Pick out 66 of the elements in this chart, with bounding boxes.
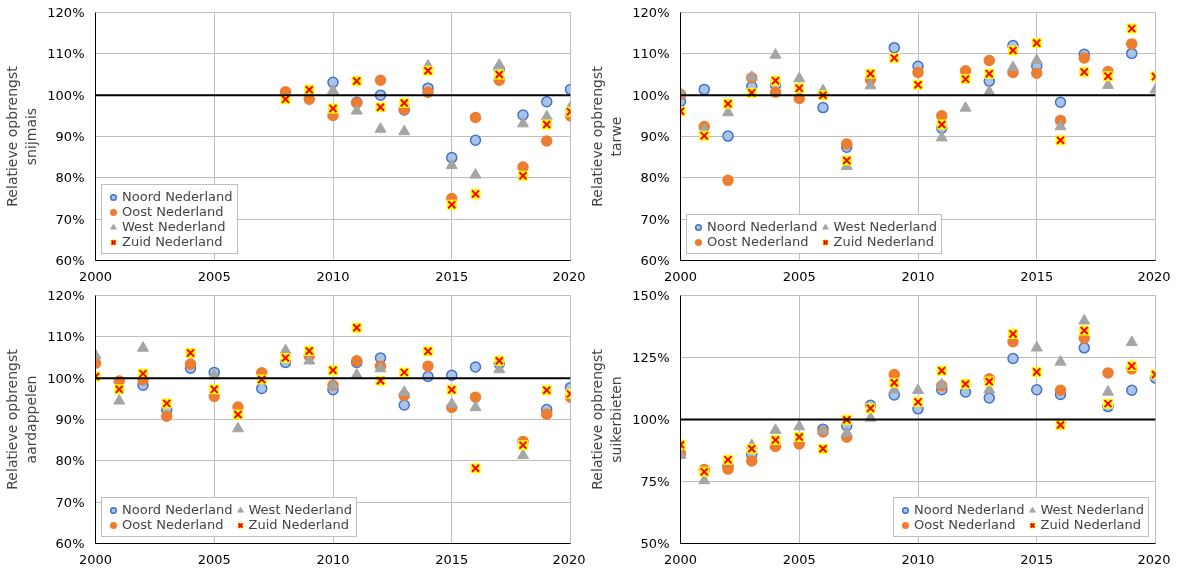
x-tick-label: 2000 [663,268,698,284]
x-tick-label: 2000 [663,551,698,567]
x-tick-label: 2010 [316,268,350,284]
y-tick-label: 80% [55,453,85,469]
y-tick-label: 50% [640,536,670,551]
x-tick-label: 2010 [901,551,935,567]
y-tick-label: 90% [640,129,670,144]
y-axis-title: Relatieve opbrengst aardappelen [4,348,40,490]
legend-label: West Nederland [833,219,938,234]
legend-label: Zuid Nederland [833,234,935,249]
y-tick-label: 60% [640,253,670,268]
x-tick-label: 2015 [435,268,469,284]
y-tick-label: 70% [640,211,670,227]
x-tick-label: 2005 [197,551,231,567]
y-axis-title: Relatieve opbrengst tarwe [589,65,625,207]
legend-label: Oost Nederland [122,204,224,219]
y-tick-label: 120% [632,5,670,20]
x-tick-label: 2000 [78,268,113,284]
y-tick-label: 125% [632,350,670,365]
legend-label: Noord Nederland [122,189,233,204]
y-tick-label: 100% [47,370,85,386]
y-tick-label: 120% [47,288,85,303]
x-tick-label: 2005 [197,268,231,284]
x-tick-label: 2005 [782,551,816,567]
legend-label: Noord Nederland [913,502,1025,517]
y-tick-label: 90% [55,412,85,427]
x-tick-label: 2010 [901,268,935,284]
y-tick-label: 80% [640,170,670,186]
legend-label: Zuid Nederland [122,234,223,249]
y-tick-label: 60% [55,253,85,268]
x-tick-label: 2015 [1020,268,1054,284]
x-tick-label: 2015 [435,551,469,567]
x-tick-label: 2005 [782,268,816,284]
y-tick-label: 110% [632,46,670,62]
legend-label: West Nederland [1040,502,1144,517]
legend-label: West Nederland [248,502,353,517]
legend-label: Oost Nederland [122,517,224,532]
x-tick-label: 2000 [78,551,113,567]
legend-label: Oost Nederland [707,234,809,249]
y-tick-label: 90% [55,129,85,144]
x-tick-label: 2020 [552,551,586,567]
y-axis-title: Relatieve opbrengst snijmais [4,65,40,207]
y-tick-label: 120% [47,5,85,20]
legend-label: Noord Nederland [707,219,818,234]
y-tick-label: 110% [47,329,85,345]
y-tick-label: 70% [55,494,85,510]
y-tick-label: 100% [632,87,670,103]
y-axis-title: Relatieve opbrengst suikerbieten [589,348,625,490]
y-tick-label: 80% [55,170,85,186]
y-tick-label: 100% [47,87,85,103]
x-tick-label: 2020 [552,268,586,284]
x-tick-label: 2010 [316,551,350,567]
y-tick-label: 150% [632,288,670,303]
y-tick-label: 60% [55,536,85,551]
x-tick-label: 2015 [1020,551,1054,567]
legend-label: Noord Nederland [122,502,233,517]
legend-label: West Nederland [122,219,226,234]
x-tick-label: 2020 [1137,268,1171,284]
legend-label: Zuid Nederland [248,517,350,532]
legend-label: Oost Nederland [913,517,1016,532]
legend-label: Zuid Nederland [1040,517,1142,532]
y-tick-label: 110% [47,46,85,62]
x-tick-label: 2020 [1137,551,1171,567]
y-tick-label: 75% [640,474,670,489]
y-tick-label: 100% [632,412,670,427]
y-tick-label: 70% [55,211,85,227]
